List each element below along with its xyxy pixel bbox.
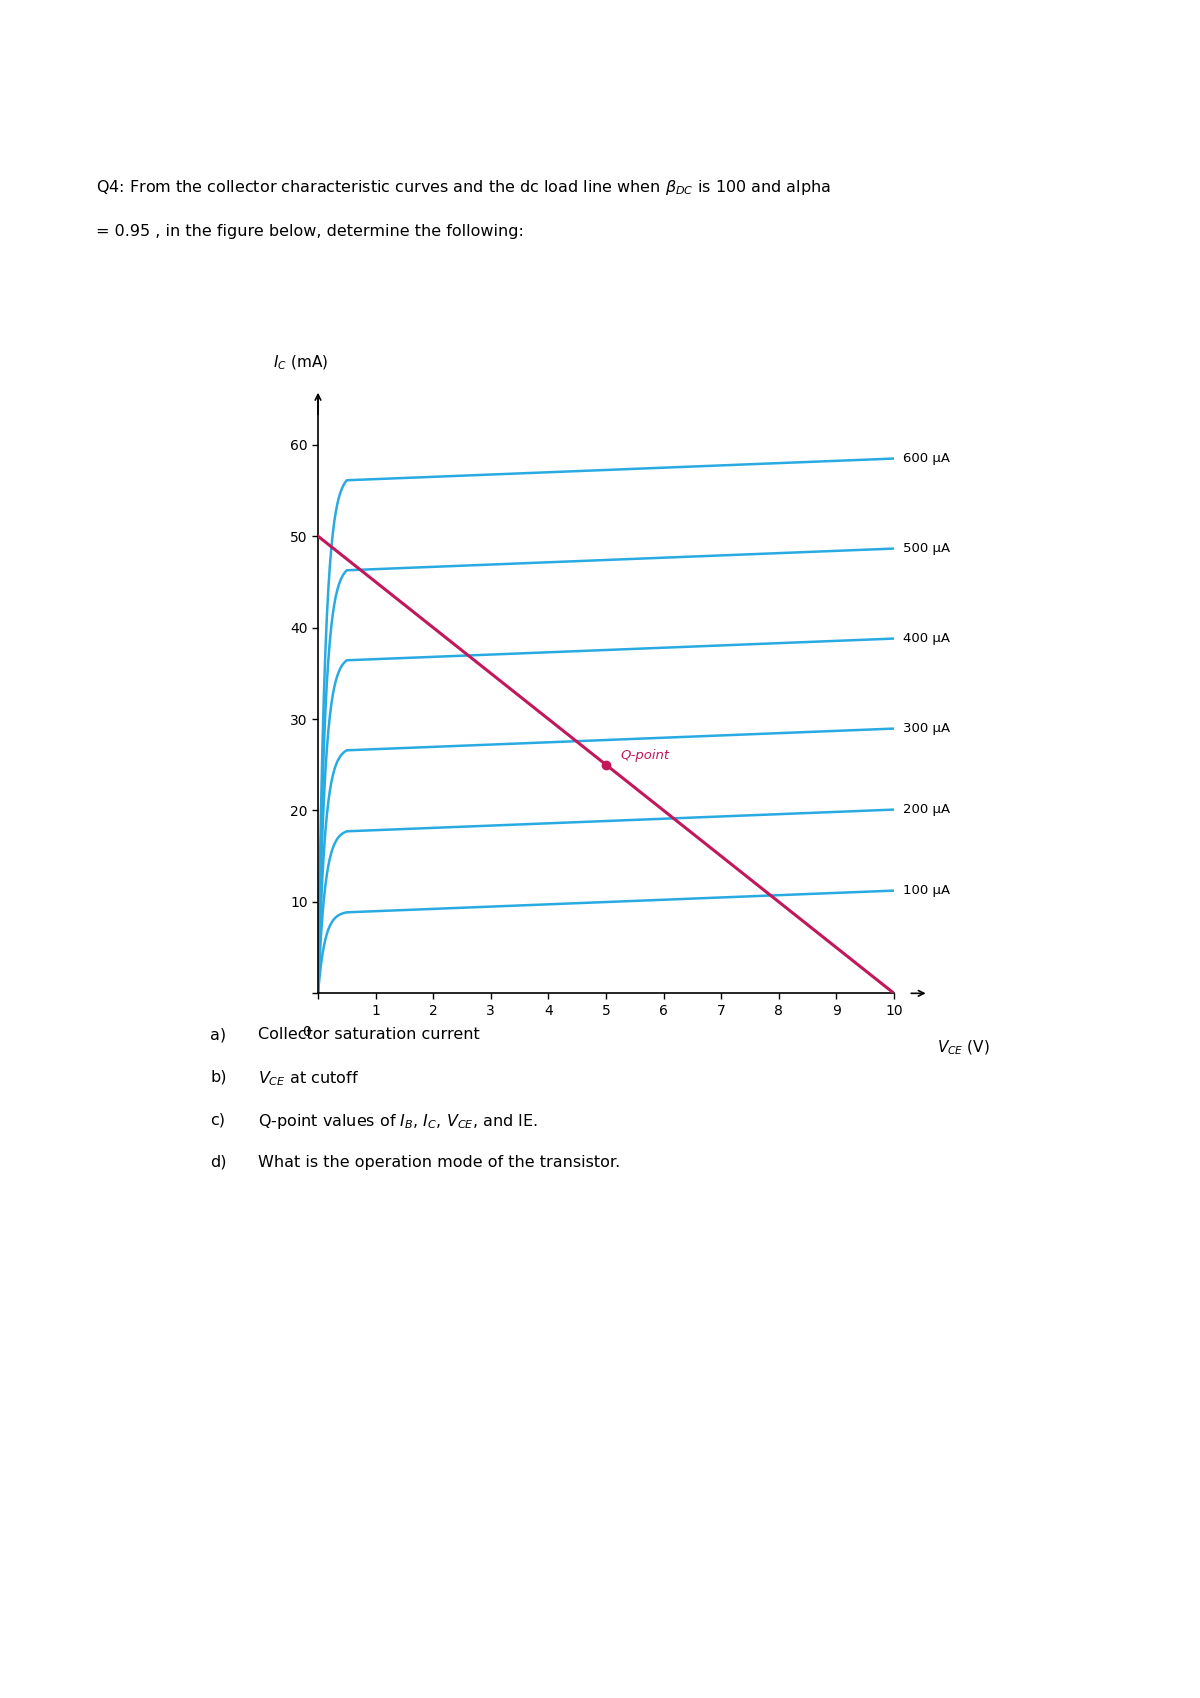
Text: Q-point values of $I_B$, $I_C$, $V_{CE}$, and IE.: Q-point values of $I_B$, $I_C$, $V_{CE}$… — [258, 1112, 538, 1131]
Text: 300 μA: 300 μA — [902, 722, 949, 735]
Text: d): d) — [210, 1155, 227, 1170]
Text: 600 μA: 600 μA — [902, 452, 949, 465]
Text: Q4: From the collector characteristic curves and the dc load line when $\beta_{D: Q4: From the collector characteristic cu… — [96, 178, 830, 197]
Text: Q-point: Q-point — [620, 749, 670, 762]
Text: $I_C$ (mA): $I_C$ (mA) — [274, 353, 329, 372]
Text: 400 μA: 400 μA — [902, 632, 949, 645]
Text: What is the operation mode of the transistor.: What is the operation mode of the transi… — [258, 1155, 620, 1170]
Text: c): c) — [210, 1112, 226, 1127]
Text: 500 μA: 500 μA — [902, 542, 949, 555]
Text: $V_{CE}$ (V): $V_{CE}$ (V) — [937, 1039, 990, 1058]
Text: 100 μA: 100 μA — [902, 885, 949, 897]
Text: 200 μA: 200 μA — [902, 803, 949, 817]
Text: $V_{CE}$ at cutoff: $V_{CE}$ at cutoff — [258, 1070, 359, 1088]
Text: a): a) — [210, 1027, 226, 1043]
Text: 0: 0 — [302, 1026, 311, 1039]
Text: = 0.95 , in the figure below, determine the following:: = 0.95 , in the figure below, determine … — [96, 224, 524, 239]
Text: Collector saturation current: Collector saturation current — [258, 1027, 480, 1043]
Text: b): b) — [210, 1070, 227, 1085]
